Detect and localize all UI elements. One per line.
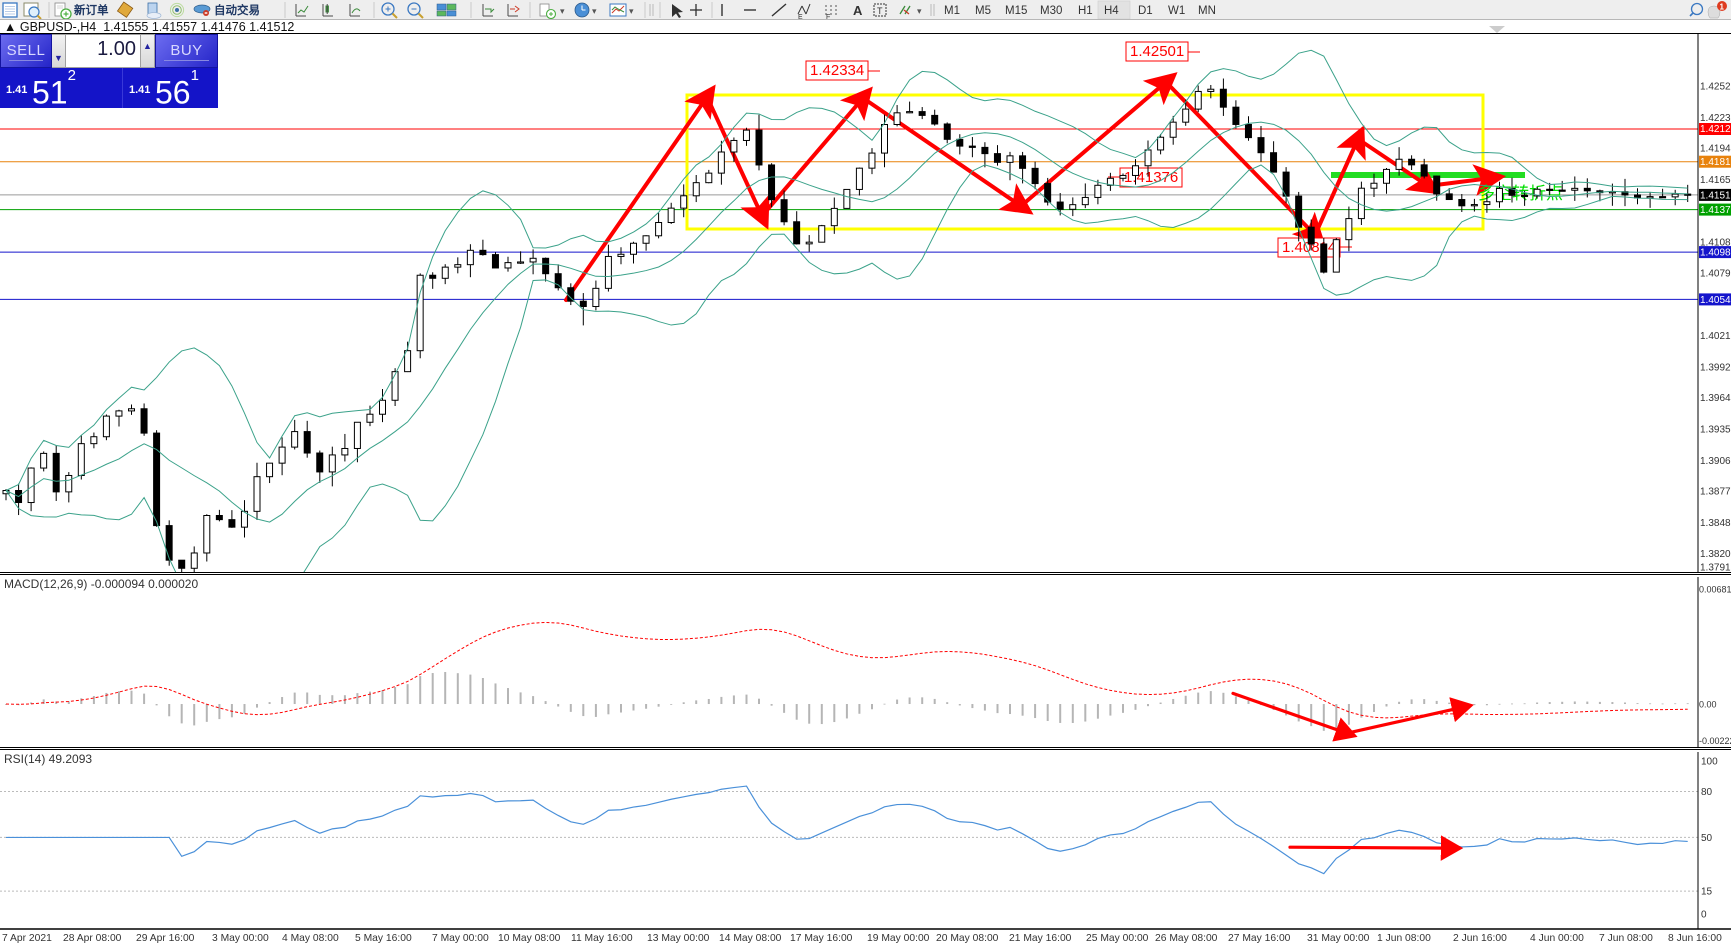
svg-text:100: 100 (1701, 757, 1718, 768)
svg-text:1.42501: 1.42501 (1130, 43, 1184, 60)
svg-text:1.37910: 1.37910 (1700, 563, 1731, 574)
svg-text:H1: H1 (1078, 5, 1093, 17)
svg-text:80: 80 (1701, 787, 1713, 798)
svg-text:F: F (826, 14, 830, 20)
svg-text:1.39350: 1.39350 (1700, 425, 1731, 436)
svg-text:MN: MN (1198, 5, 1216, 17)
svg-text:11 May 16:00: 11 May 16:00 (571, 933, 633, 944)
svg-text:T: T (877, 6, 883, 16)
svg-text:4 Jun 00:00: 4 Jun 00:00 (1530, 933, 1584, 944)
svg-text:13 May 00:00: 13 May 00:00 (647, 933, 710, 944)
svg-text:3 May 00:00: 3 May 00:00 (212, 933, 269, 944)
svg-text:RSI(14) 49.2093: RSI(14) 49.2093 (4, 752, 92, 766)
svg-text:1.40790: 1.40790 (1700, 269, 1731, 280)
svg-text:21 May 16:00: 21 May 16:00 (1009, 933, 1072, 944)
svg-text:▾: ▾ (917, 6, 922, 16)
svg-text:28 Apr 08:00: 28 Apr 08:00 (63, 933, 122, 944)
svg-text:H4: H4 (1104, 5, 1119, 17)
svg-text:M1: M1 (944, 5, 960, 17)
svg-text:1.41819: 1.41819 (1700, 157, 1731, 168)
svg-text:29 Apr 16:00: 29 Apr 16:00 (136, 933, 195, 944)
svg-text:1.39640: 1.39640 (1700, 393, 1731, 404)
svg-text:14 May 08:00: 14 May 08:00 (719, 933, 782, 944)
svg-text:19 May 00:00: 19 May 00:00 (867, 933, 930, 944)
svg-text:1.38775: 1.38775 (1700, 487, 1731, 498)
svg-text:17 May 16:00: 17 May 16:00 (790, 933, 853, 944)
svg-text:1.41655: 1.41655 (1700, 175, 1731, 186)
svg-text:2 Jun 16:00: 2 Jun 16:00 (1453, 933, 1507, 944)
svg-text:A: A (853, 3, 863, 18)
svg-text:1.41512: 1.41512 (1700, 190, 1731, 201)
svg-text:1.42520: 1.42520 (1700, 82, 1731, 93)
svg-text:1.42230: 1.42230 (1700, 113, 1731, 124)
svg-text:-0.002227: -0.002227 (1699, 736, 1731, 746)
svg-text:1.40983: 1.40983 (1700, 248, 1731, 259)
svg-text:1.41945: 1.41945 (1700, 144, 1731, 155)
svg-text:新订单: 新订单 (74, 3, 109, 17)
svg-text:8 Jun 16:00: 8 Jun 16:00 (1668, 933, 1722, 944)
svg-text:W1: W1 (1168, 5, 1185, 17)
svg-text:0.006811: 0.006811 (1699, 585, 1731, 595)
svg-text:25 May 00:00: 25 May 00:00 (1086, 933, 1149, 944)
svg-text:7 May 00:00: 7 May 00:00 (432, 933, 489, 944)
svg-text:E: E (798, 14, 803, 20)
svg-text:自动交易: 自动交易 (214, 3, 260, 17)
svg-text:多空转折点: 多空转折点 (1478, 184, 1563, 203)
svg-text:20 May 08:00: 20 May 08:00 (936, 933, 999, 944)
svg-text:1.41376: 1.41376 (1700, 205, 1731, 216)
svg-text:7 Jun 08:00: 7 Jun 08:00 (1599, 933, 1653, 944)
svg-text:D1: D1 (1138, 5, 1153, 17)
svg-text:26 May 08:00: 26 May 08:00 (1155, 933, 1218, 944)
svg-text:▾: ▾ (629, 6, 634, 16)
svg-text:MACD(12,26,9) -0.000094 0.0000: MACD(12,26,9) -0.000094 0.000020 (4, 577, 198, 591)
svg-text:27 May 16:00: 27 May 16:00 (1228, 933, 1291, 944)
svg-text:31 May 00:00: 31 May 00:00 (1307, 933, 1370, 944)
svg-text:0.00: 0.00 (1699, 700, 1717, 710)
svg-text:1: 1 (1720, 3, 1725, 12)
svg-text:10 May 08:00: 10 May 08:00 (498, 933, 561, 944)
svg-text:50: 50 (1701, 833, 1713, 844)
svg-text:M15: M15 (1005, 5, 1027, 17)
svg-text:7 Apr 2021: 7 Apr 2021 (2, 933, 52, 944)
svg-text:1.40546: 1.40546 (1700, 295, 1731, 306)
svg-text:15: 15 (1701, 887, 1713, 898)
svg-text:1.39060: 1.39060 (1700, 456, 1731, 467)
svg-text:1.39925: 1.39925 (1700, 362, 1731, 373)
svg-text:1.38200: 1.38200 (1700, 549, 1731, 560)
svg-text:M30: M30 (1040, 5, 1062, 17)
svg-text:1.40215: 1.40215 (1700, 331, 1731, 342)
svg-text:5 May 16:00: 5 May 16:00 (355, 933, 412, 944)
svg-text:0: 0 (1701, 910, 1707, 921)
svg-text:M5: M5 (975, 5, 991, 17)
svg-text:1 Jun 08:00: 1 Jun 08:00 (1377, 933, 1431, 944)
svg-text:1.38485: 1.38485 (1700, 518, 1731, 529)
svg-text:4 May 08:00: 4 May 08:00 (282, 933, 339, 944)
svg-text:1.42334: 1.42334 (810, 62, 864, 79)
svg-text:▾: ▾ (560, 6, 565, 16)
svg-text:▾: ▾ (592, 6, 597, 16)
